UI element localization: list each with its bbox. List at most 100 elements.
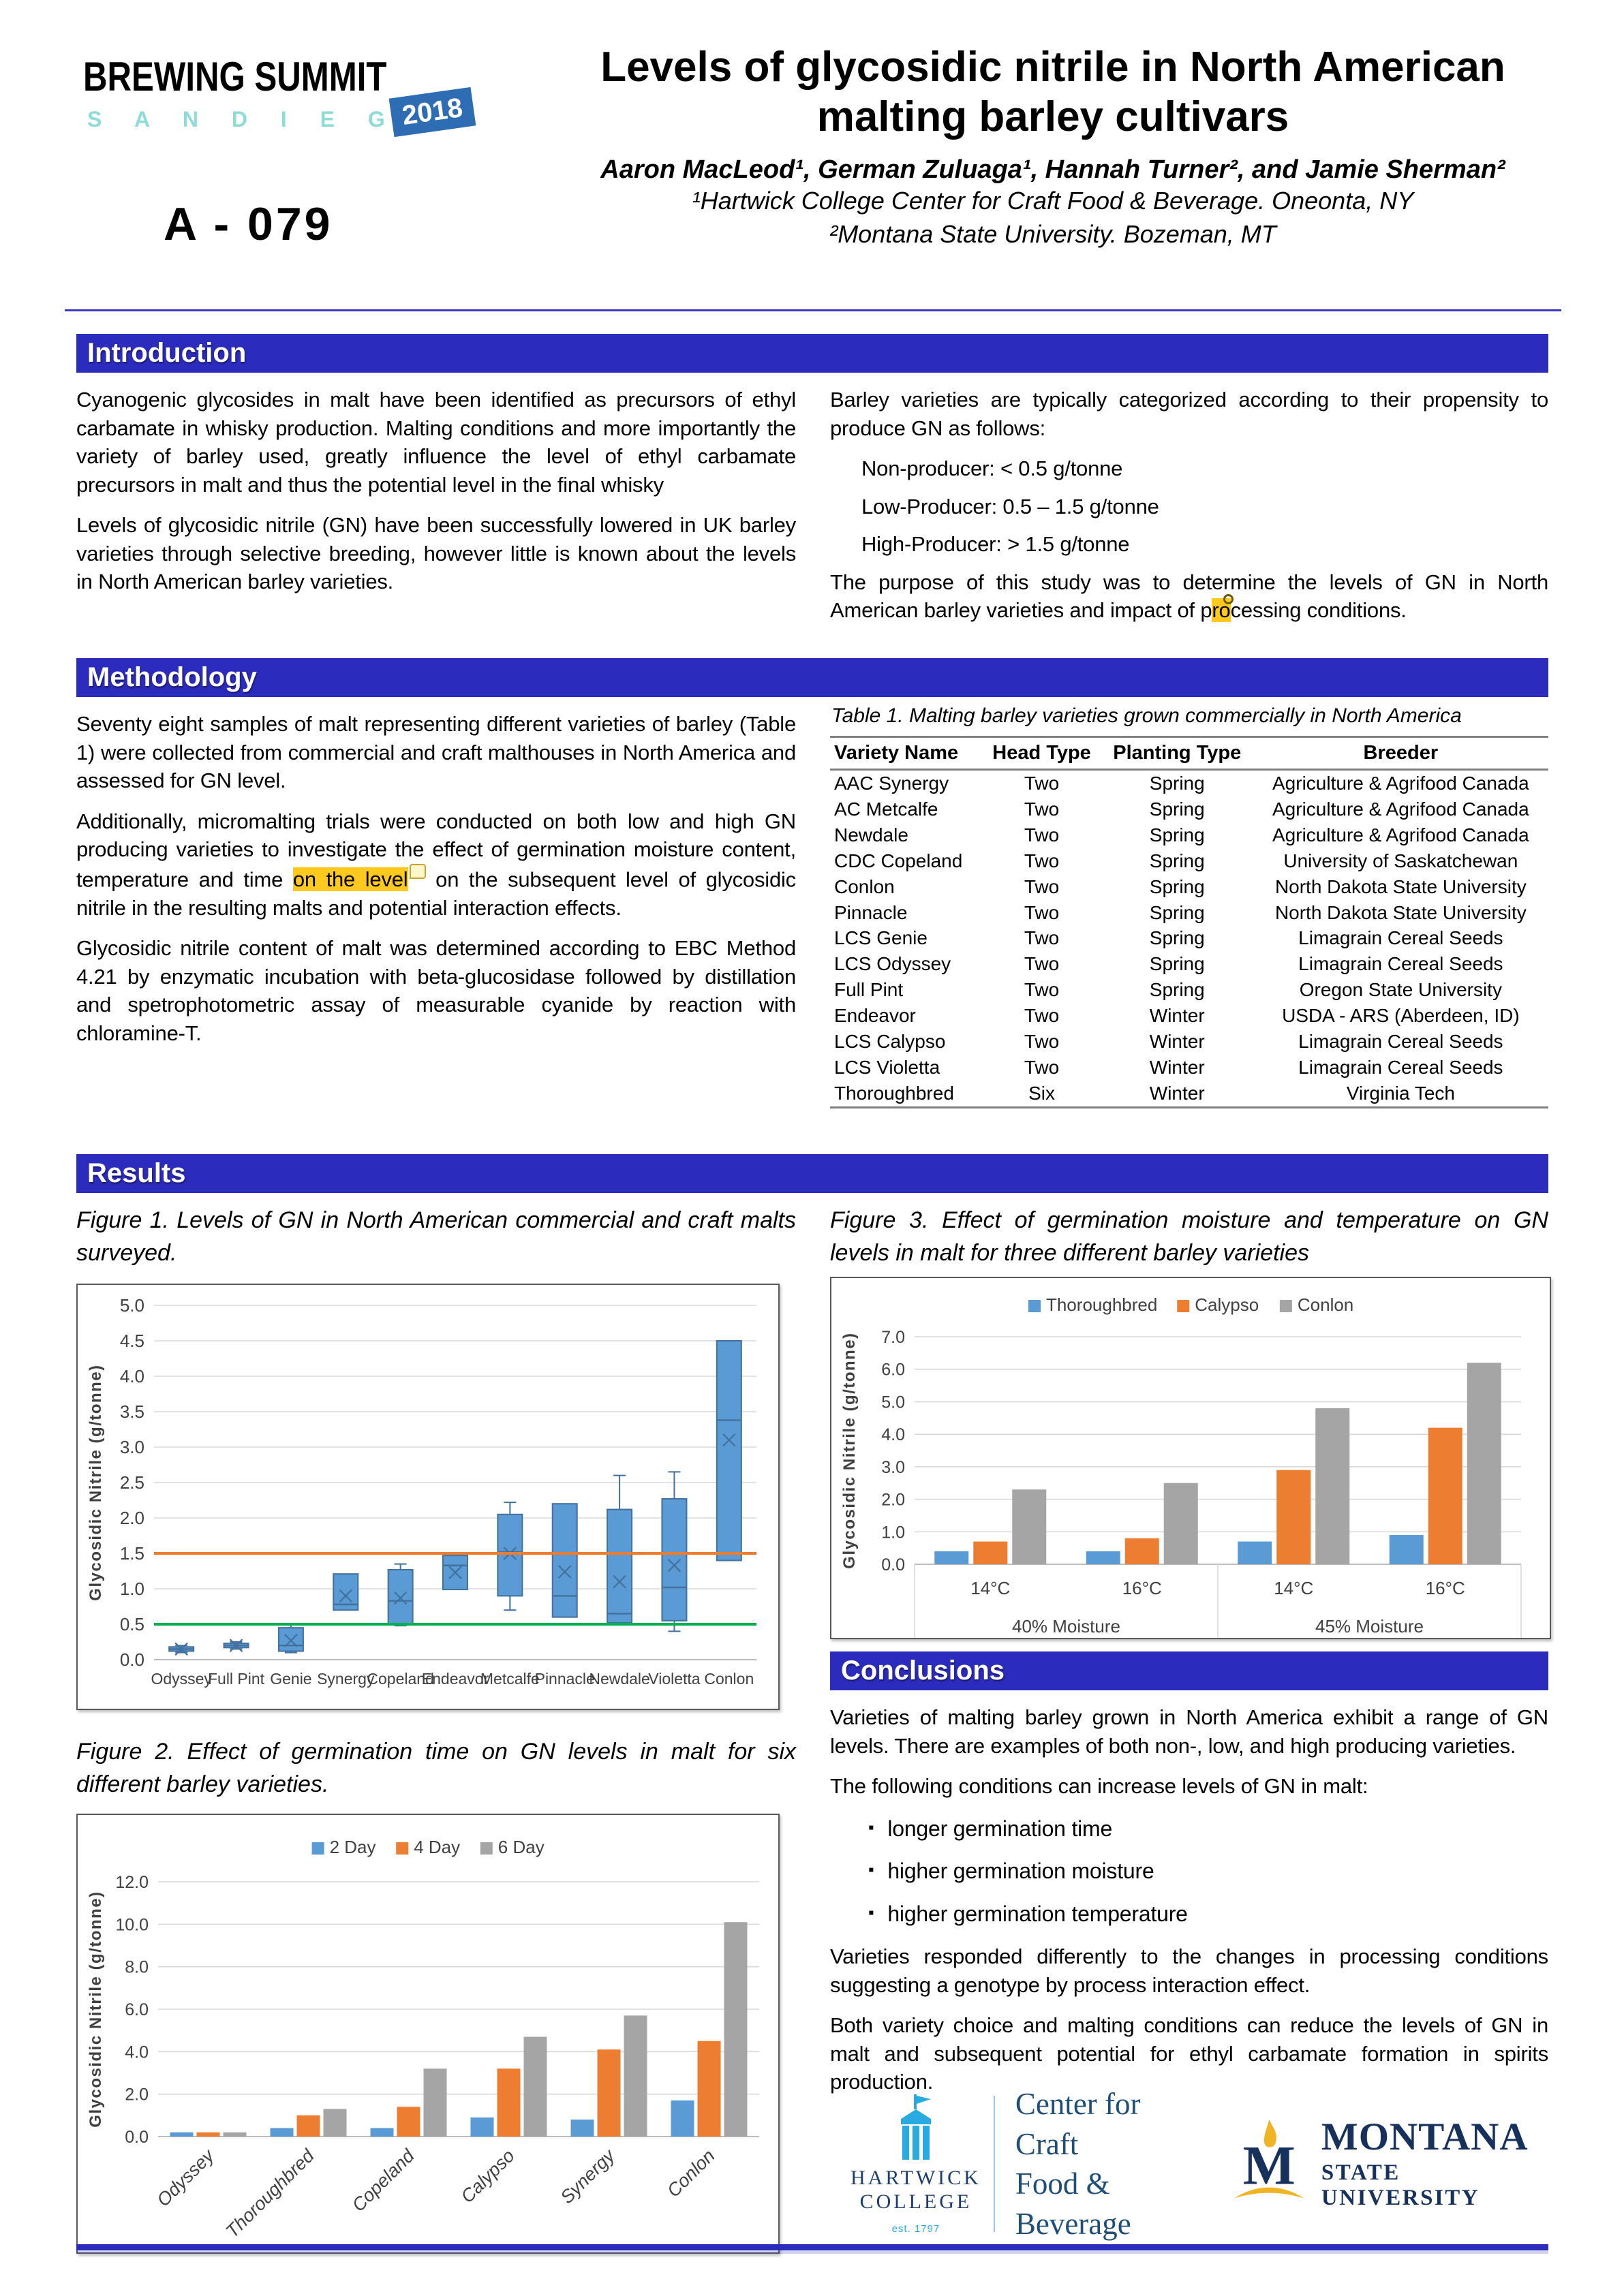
intro-right-paragraph: Barley varieties are typically categoriz…	[830, 388, 1548, 440]
table-cell: Conlon	[834, 875, 895, 897]
msu-m-flame-icon: M	[1234, 2120, 1305, 2199]
table-cell: Spring	[1149, 953, 1205, 975]
table-cell: Limagrain Cereal Seeds	[1298, 1056, 1503, 1078]
svg-text:40% Moisture: 40% Moisture	[1012, 1616, 1120, 1636]
table-cell: Pinnacle	[834, 901, 908, 923]
table-cell: Endeavor	[834, 1005, 916, 1027]
intro-purpose-paragraph: The purpose of this study was to determi…	[830, 568, 1548, 625]
table-cell: Winter	[1149, 1056, 1205, 1078]
table-cell: Newdale	[834, 824, 908, 846]
table-cell: Two	[1024, 1005, 1060, 1027]
svg-text:7.0: 7.0	[881, 1328, 905, 1347]
svg-text:0.0: 0.0	[120, 1649, 144, 1670]
bullet-text: longer germination time	[887, 1816, 1113, 1841]
table-cell: Agriculture & Agrifood Canada	[1272, 798, 1529, 820]
conclusion-paragraph-3: Varieties responded differently to the c…	[830, 1944, 1548, 1997]
page-title-line2: malting barley cultivars	[816, 93, 1289, 141]
figure1-caption: Figure 1. Levels of GN in North American…	[76, 1207, 796, 1266]
svg-text:4.5: 4.5	[120, 1331, 144, 1351]
table-row: LCS Violetta Two Winter Limagrain Cereal Se…	[830, 1055, 1548, 1081]
table-cell: Thoroughbred	[834, 1082, 954, 1104]
intro-paragraph-1: Cyanogenic glycosides in malt have been …	[76, 388, 796, 497]
table-cell: Limagrain Cereal Seeds	[1298, 953, 1503, 975]
table-cell: Two	[1024, 875, 1060, 897]
table-cell: North Dakota State University	[1274, 901, 1527, 923]
section-introduction: Introduction	[76, 334, 1548, 373]
gn-category-low: Low-Producer: 0.5 – 1.5 g/tonne	[861, 494, 1159, 518]
table-cell: Two	[1024, 1056, 1060, 1078]
footer-logos: HARTWICK COLLEGE est. 1797 Center for Cr…	[851, 2087, 1539, 2241]
figure2-chart: 2 Day 4 Day 6 Day 0.0 2.0 4.0 6.0 8.0 10.0 12.0 Gl…	[76, 1814, 780, 2254]
table-row: LCS Genie Two Spring Limagrain Cereal Seeds	[830, 925, 1548, 951]
svg-text:5.0: 5.0	[120, 1295, 144, 1316]
svg-text:Metcalfe: Metcalfe	[480, 1670, 540, 1688]
svg-text:Calypso: Calypso	[1195, 1294, 1259, 1315]
col-breeder: Breeder	[1253, 736, 1548, 771]
title-block: Levels of glycosidic nitrile in North Am…	[511, 42, 1595, 251]
svg-text:Glycosidic Nitrile (g/tonne): Glycosidic Nitrile (g/tonne)	[87, 1891, 105, 2127]
purpose-text-a: The purpose of this study was to determi…	[830, 570, 1548, 623]
table-cell: Winter	[1149, 1082, 1205, 1104]
hartwick-tower-icon	[900, 2094, 931, 2160]
svg-text:Synergy: Synergy	[317, 1670, 375, 1688]
svg-text:Odyssey: Odyssey	[153, 2145, 219, 2211]
svg-text:Glycosidic Nitrile (g/tonne): Glycosidic Nitrile (g/tonne)	[840, 1332, 859, 1568]
table-cell: Spring	[1149, 901, 1205, 923]
introduction-right-column: Barley varieties are typically categoriz…	[830, 386, 1548, 637]
svg-text:4.0: 4.0	[881, 1425, 905, 1444]
svg-text:5.0: 5.0	[881, 1393, 905, 1412]
svg-text:6.0: 6.0	[125, 2000, 149, 2019]
svg-text:8.0: 8.0	[125, 1958, 149, 1977]
svg-text:1.0: 1.0	[881, 1523, 905, 1542]
highlighted-text: on the level	[292, 867, 408, 891]
table-cell: LCS Violetta	[834, 1056, 940, 1078]
table-cell: Virginia Tech	[1346, 1082, 1455, 1104]
svg-text:2.5: 2.5	[120, 1472, 144, 1493]
hartwick-line2: COLLEGE	[859, 2190, 972, 2213]
col-head-type: Head Type	[982, 736, 1101, 771]
svg-text:Glycosidic Nitrile (g/tonne): Glycosidic Nitrile (g/tonne)	[87, 1364, 105, 1600]
method-text-b: on the subsequent level of glycosidic ni…	[76, 867, 796, 920]
bullet-text: higher germination moisture	[887, 1859, 1154, 1884]
logo-title: BREWING SUMMIT	[83, 54, 387, 99]
msu-line2: STATE UNIVERSITY	[1321, 2160, 1480, 2210]
table-cell: Limagrain Cereal Seeds	[1298, 927, 1503, 949]
svg-text:Copeland: Copeland	[367, 1670, 433, 1688]
introduction-left-column: Cyanogenic glycosides in malt have been …	[76, 386, 796, 608]
figure2-barchart: 2 Day 4 Day 6 Day 0.0 2.0 4.0 6.0 8.0 10.0 12.0 Gl…	[87, 1837, 759, 2241]
svg-text:0.0: 0.0	[125, 2128, 149, 2147]
header-divider	[65, 309, 1561, 311]
svg-text:Thoroughbred: Thoroughbred	[222, 2145, 319, 2241]
svg-text:Conlon: Conlon	[663, 2145, 719, 2201]
figure1-chart: 0.0 0.5 1.0 1.5 2.0 2.5 3.0 3.5 4.0 4.5 5.0 Glycosi…	[76, 1284, 780, 1710]
purpose-text-b: cessing conditions.	[1230, 598, 1407, 623]
table-cell: USDA - ARS (Aberdeen, ID)	[1282, 1005, 1520, 1027]
table-row: Conlon Two Spring North Dakota State Univer…	[830, 874, 1548, 900]
figure3-chart: Thoroughbred Calypso Conlon 0.0 1.0 2.0 3.0 4.0…	[830, 1277, 1551, 1639]
table-row: Pinnacle Two Spring North Dakota State Univ…	[830, 900, 1548, 926]
method-paragraph-3: Glycosidic nitrile content of malt was d…	[76, 936, 796, 1045]
center-craft-food-beverage: Center for Craft Food & Beverage	[1015, 2084, 1192, 2244]
svg-text:6.0: 6.0	[881, 1361, 905, 1380]
svg-text:Conlon: Conlon	[1298, 1294, 1353, 1315]
table-cell: Spring	[1149, 824, 1205, 846]
montana-state-logo: M MONTANA STATE UNIVERSITY	[1227, 2113, 1539, 2215]
poster-number: A - 079	[164, 198, 333, 250]
svg-text:3.0: 3.0	[120, 1437, 144, 1457]
conclusion-paragraph-1: Varieties of malting barley grown in Nor…	[830, 1705, 1548, 1758]
table-cell: University of Saskatchewan	[1283, 850, 1518, 871]
section-results: Results	[76, 1154, 1548, 1193]
svg-text:6 Day: 6 Day	[498, 1837, 545, 1857]
bullet-text: higher germination temperature	[887, 1902, 1188, 1927]
table-row: AAC Synergy Two Spring Agriculture & Agrifo…	[830, 770, 1548, 796]
svg-text:14°C: 14°C	[1274, 1578, 1313, 1598]
table-cell: AC Metcalfe	[834, 798, 938, 820]
table-cell: Two	[1024, 953, 1060, 975]
table-row: Newdale Two Spring Agriculture & Agrifood C…	[830, 822, 1548, 848]
msu-line1: MONTANA	[1321, 2115, 1529, 2158]
svg-text:0.5: 0.5	[120, 1614, 144, 1634]
svg-text:M: M	[1243, 2134, 1296, 2196]
table-cell: Spring	[1149, 850, 1205, 871]
svg-text:2.0: 2.0	[881, 1491, 905, 1510]
